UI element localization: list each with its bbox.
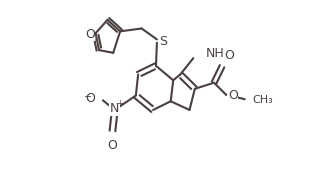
Text: O: O (108, 139, 118, 152)
Text: −: − (84, 92, 92, 102)
Text: O: O (85, 28, 95, 41)
Text: NH₂: NH₂ (206, 47, 229, 60)
Text: O: O (228, 89, 238, 102)
Text: O: O (86, 92, 96, 105)
Text: O: O (224, 49, 234, 62)
Text: +: + (116, 99, 123, 108)
Text: S: S (159, 35, 167, 48)
Text: CH₃: CH₃ (252, 95, 273, 105)
Text: N: N (110, 102, 120, 115)
